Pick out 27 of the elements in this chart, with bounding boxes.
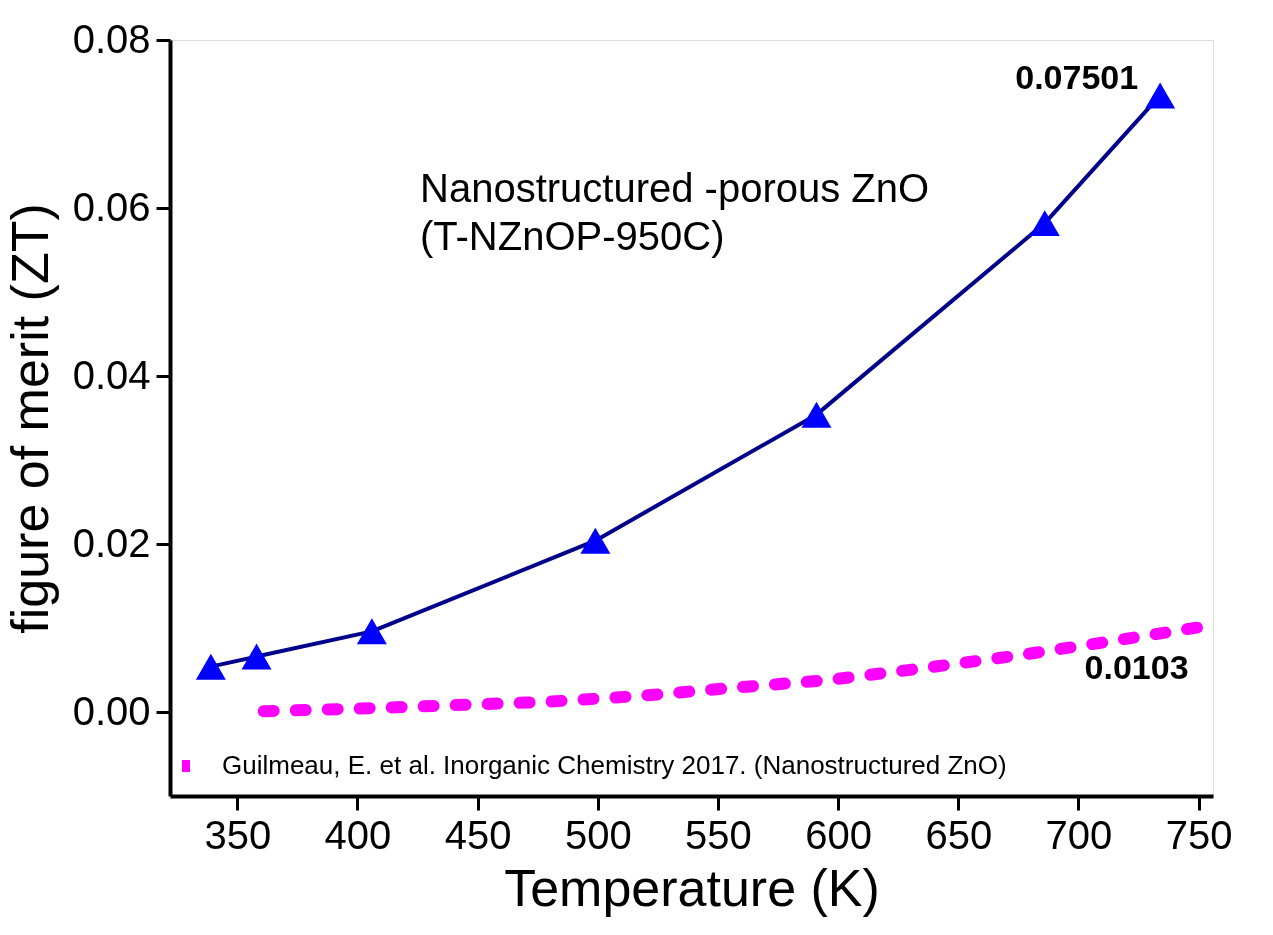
- x-tick-label: 750: [1165, 812, 1233, 857]
- x-tick-label: 700: [1045, 812, 1113, 857]
- point: [801, 401, 832, 428]
- y-axis-title: figure of merit (ZT): [0, 203, 59, 634]
- point: [1145, 82, 1176, 109]
- y-tick-label: 0.04: [72, 352, 151, 397]
- x-tick-label: 400: [324, 812, 392, 857]
- point: [241, 643, 272, 670]
- legend-label: Guilmeau, E. et al. Inorganic Chemistry 2017. (Nanostructured ZnO): [222, 750, 1007, 780]
- y-tick-label: 0.02: [72, 520, 151, 565]
- y-tick-label: 0.06: [72, 184, 151, 229]
- x-tick-label: 500: [564, 812, 632, 857]
- annotation: 0.0103: [1084, 648, 1189, 687]
- x-axis-title: Temperature (K): [504, 858, 880, 917]
- y-tick-label: 0.08: [72, 16, 151, 61]
- y-tick-label: 0.00: [72, 688, 151, 733]
- series-label: Nanostructured -porous ZnO (T-NZnOP-950C): [420, 166, 930, 258]
- point: [580, 527, 611, 554]
- x-tick-label: 350: [204, 812, 272, 857]
- x-tick-label: 650: [925, 812, 993, 857]
- x-tick-label: 600: [805, 812, 872, 857]
- point: [356, 618, 387, 645]
- annotation: 0.07501: [1015, 58, 1139, 97]
- point: [1029, 210, 1060, 237]
- x-tick-label: 450: [444, 812, 512, 857]
- point: [195, 653, 226, 680]
- x-tick-label: 550: [685, 812, 752, 857]
